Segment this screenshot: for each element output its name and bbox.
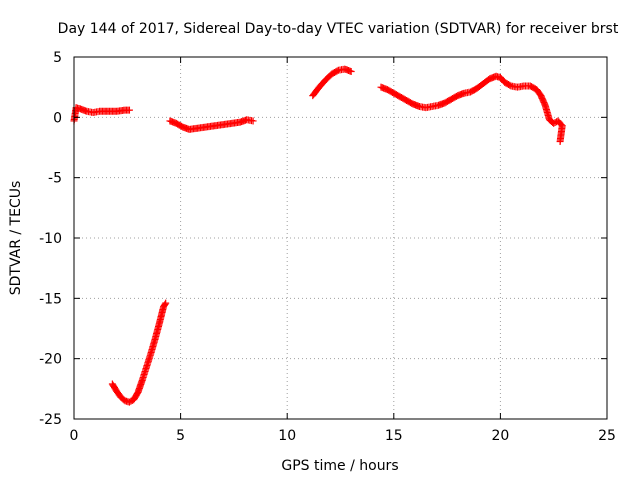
y-axis-label: SDTVAR / TECUs xyxy=(8,181,24,296)
x-tick-label: 25 xyxy=(598,428,616,444)
chart-title: Day 144 of 2017, Sidereal Day-to-day VTE… xyxy=(58,21,619,37)
data-point xyxy=(249,117,257,125)
data-point xyxy=(125,106,133,114)
x-tick-label: 5 xyxy=(176,428,185,444)
y-tick-labels: -25 -20 -15 -10 -5 0 5 xyxy=(39,50,62,428)
data-point xyxy=(162,299,170,307)
x-tick-label: 15 xyxy=(385,428,403,444)
x-axis-label: GPS time / hours xyxy=(281,458,398,474)
plot-frame xyxy=(73,56,608,420)
y-tick-label: -5 xyxy=(48,171,62,187)
data-point xyxy=(556,137,564,145)
y-tick-label: -25 xyxy=(39,412,62,428)
x-tick-label: 0 xyxy=(70,428,79,444)
y-tick-label: -10 xyxy=(39,231,62,247)
y-tick-label: 5 xyxy=(53,50,62,66)
y-tick-label: 0 xyxy=(53,110,62,126)
data-point xyxy=(161,300,169,308)
x-tick-labels: 0 5 10 15 20 25 xyxy=(70,428,616,444)
data-points xyxy=(70,65,566,406)
data-point xyxy=(347,67,355,75)
x-tick-label: 10 xyxy=(278,428,296,444)
x-tick-label: 20 xyxy=(491,428,509,444)
axis-ticks xyxy=(73,56,608,420)
y-tick-label: -15 xyxy=(39,291,62,307)
grid xyxy=(74,57,607,419)
y-tick-label: -20 xyxy=(39,352,62,368)
